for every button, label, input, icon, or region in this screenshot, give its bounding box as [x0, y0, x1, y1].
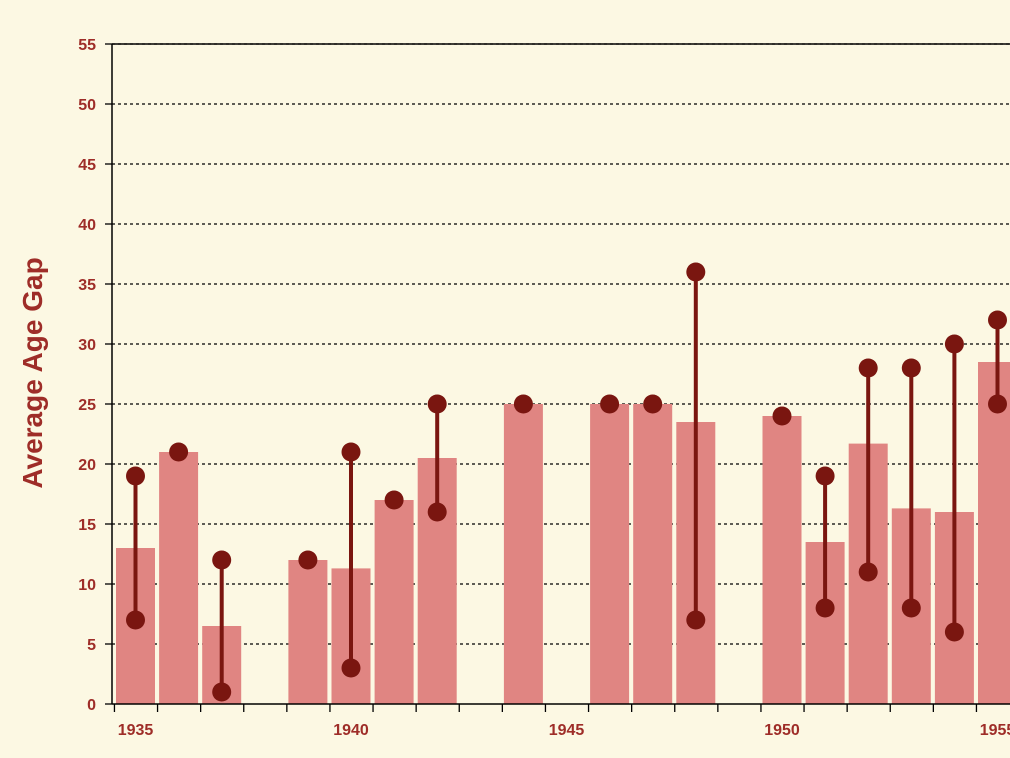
bar [762, 416, 802, 704]
x-tick-label: 1955 [980, 722, 1010, 739]
range-max-dot [427, 394, 447, 414]
range-min-dot [600, 394, 620, 414]
y-tick-label: 55 [78, 37, 96, 54]
range-min-dot [384, 490, 404, 510]
range-min-dot [686, 610, 706, 630]
bar [374, 500, 414, 704]
range-max-dot [858, 358, 878, 378]
bar [503, 404, 543, 704]
range-min-dot [643, 394, 663, 414]
range-min-dot [901, 598, 921, 618]
range-max-dot [901, 358, 921, 378]
range-min-dot [772, 406, 792, 426]
y-tick-label: 15 [78, 517, 96, 534]
bar [590, 404, 630, 704]
y-tick-label: 5 [87, 637, 96, 654]
y-tick-label: 0 [87, 697, 96, 714]
range-min-dot [298, 550, 318, 570]
range-max-dot [212, 550, 232, 570]
x-tick-label: 1945 [549, 722, 585, 739]
x-tick-label: 1940 [333, 722, 369, 739]
bar [978, 362, 1010, 704]
bar [633, 404, 673, 704]
range-min-dot [944, 622, 964, 642]
range-max-dot [126, 466, 145, 486]
range-min-dot [513, 394, 533, 414]
range-min-dot [169, 442, 189, 462]
y-tick-label: 40 [78, 217, 96, 234]
y-tick-label: 20 [78, 457, 96, 474]
y-tick-label: 45 [78, 157, 96, 174]
range-max-dot [988, 310, 1007, 330]
range-min-dot [126, 610, 145, 630]
bar [288, 560, 328, 704]
range-max-dot [686, 262, 706, 282]
x-tick-label: 1935 [118, 722, 154, 739]
range-max-dot [341, 442, 361, 462]
y-tick-label: 50 [78, 97, 96, 114]
y-tick-label: 10 [78, 577, 96, 594]
range-min-dot [988, 394, 1007, 414]
range-max-dot [815, 466, 835, 486]
y-axis-title: Average Age Gap [17, 257, 48, 488]
bars [116, 362, 1010, 704]
range-dumbbells [126, 262, 1007, 702]
range-max-dot [944, 334, 964, 354]
bar [159, 452, 199, 704]
range-min-dot [858, 562, 878, 582]
y-tick-label: 30 [78, 337, 96, 354]
axes: 0 5 10 15 20 25 30 35 40 45 50 55 1935 1940 1945 1950 19… [78, 37, 1010, 739]
range-min-dot [815, 598, 835, 618]
range-min-dot [341, 658, 361, 678]
x-tick-label: 1950 [764, 722, 800, 739]
range-min-dot [427, 502, 447, 522]
range-min-dot [212, 682, 232, 702]
y-tick-label: 35 [78, 277, 96, 294]
y-tick-label: 25 [78, 397, 96, 414]
